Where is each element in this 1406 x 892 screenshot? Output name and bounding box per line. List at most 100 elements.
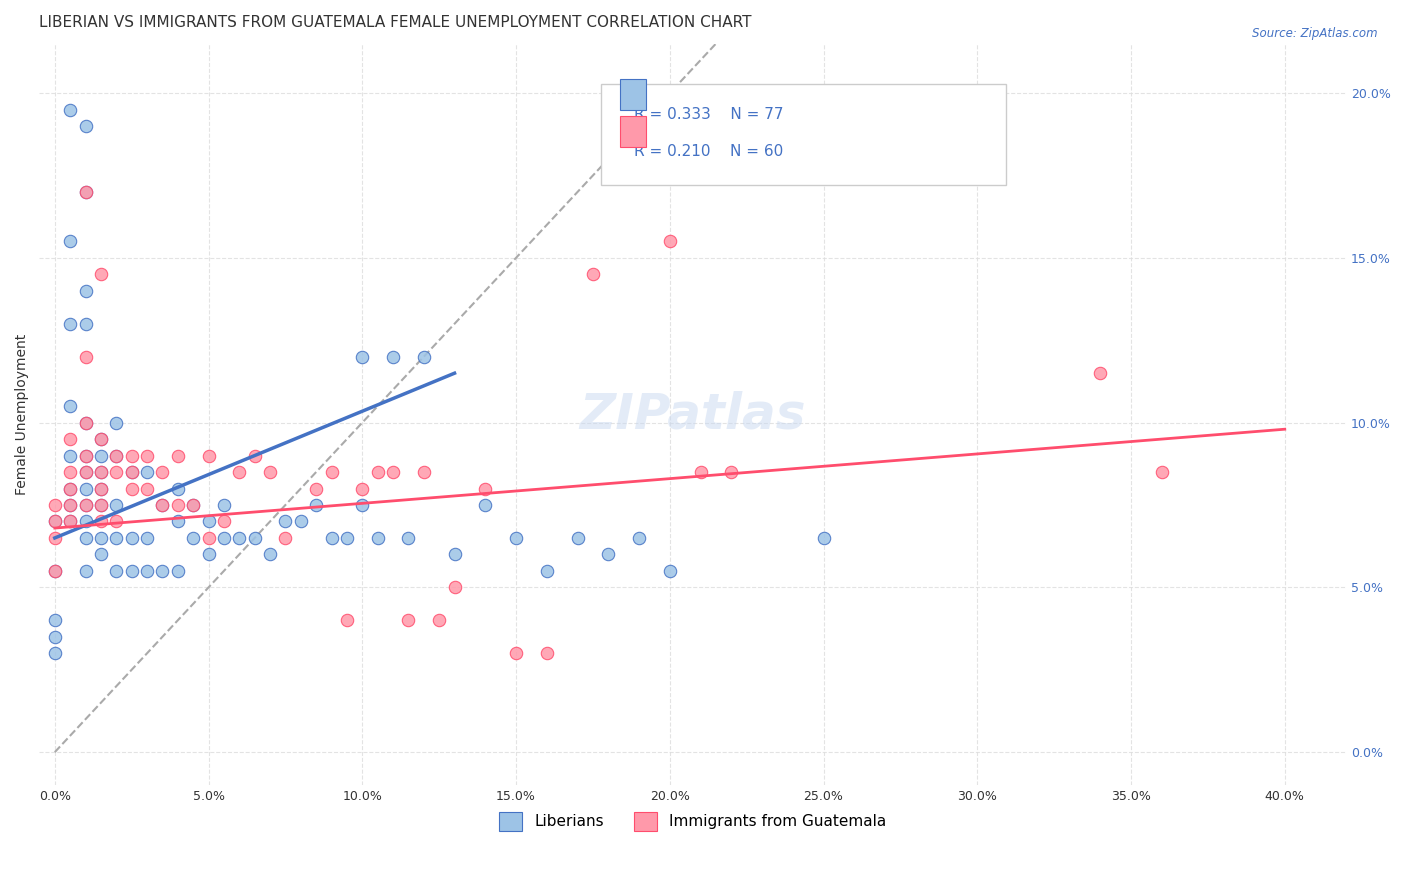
Point — [75, 317, 97, 331]
Point — [90, 465, 112, 479]
Point — [474, 482, 496, 496]
Point — [181, 498, 204, 512]
Point — [90, 482, 112, 496]
Point — [396, 531, 419, 545]
Point — [412, 465, 434, 479]
Point — [121, 482, 143, 496]
Point — [75, 465, 97, 479]
Point — [536, 564, 558, 578]
Point — [75, 284, 97, 298]
Point — [582, 268, 605, 282]
Point — [396, 613, 419, 627]
Point — [90, 449, 112, 463]
Point — [59, 449, 82, 463]
Point — [505, 646, 527, 660]
Point — [352, 482, 374, 496]
Point — [658, 235, 681, 249]
Point — [44, 613, 66, 627]
Point — [75, 185, 97, 199]
Point — [75, 350, 97, 364]
Point — [321, 465, 343, 479]
Point — [382, 465, 405, 479]
Point — [274, 515, 297, 529]
Point — [44, 564, 66, 578]
Y-axis label: Female Unemployment: Female Unemployment — [15, 334, 30, 495]
Text: ZIPatlas: ZIPatlas — [579, 391, 806, 438]
Point — [75, 515, 97, 529]
Point — [136, 465, 159, 479]
Point — [212, 515, 235, 529]
Point — [658, 564, 681, 578]
Point — [90, 432, 112, 446]
Point — [59, 399, 82, 413]
Point — [121, 449, 143, 463]
Point — [505, 531, 527, 545]
Point — [427, 613, 450, 627]
Point — [305, 498, 328, 512]
Point — [75, 498, 97, 512]
Point — [90, 268, 112, 282]
Point — [536, 646, 558, 660]
Point — [44, 498, 66, 512]
Point — [105, 564, 128, 578]
Point — [90, 432, 112, 446]
Point — [689, 465, 711, 479]
Point — [105, 515, 128, 529]
FancyBboxPatch shape — [620, 78, 645, 110]
Point — [166, 515, 188, 529]
Point — [1150, 465, 1173, 479]
Point — [75, 185, 97, 199]
Point — [197, 531, 219, 545]
Point — [121, 564, 143, 578]
Text: R = 0.333    N = 77: R = 0.333 N = 77 — [634, 107, 783, 121]
Point — [136, 564, 159, 578]
Point — [59, 482, 82, 496]
Point — [197, 449, 219, 463]
Point — [75, 498, 97, 512]
Text: R = 0.210    N = 60: R = 0.210 N = 60 — [634, 144, 783, 159]
Point — [59, 515, 82, 529]
Point — [352, 498, 374, 512]
Point — [166, 564, 188, 578]
Point — [166, 482, 188, 496]
Point — [259, 548, 281, 562]
FancyBboxPatch shape — [602, 85, 1007, 185]
Point — [59, 432, 82, 446]
Point — [75, 416, 97, 430]
Point — [59, 498, 82, 512]
Point — [152, 498, 174, 512]
Point — [136, 482, 159, 496]
Point — [305, 482, 328, 496]
Point — [44, 515, 66, 529]
Point — [228, 531, 250, 545]
Point — [567, 531, 589, 545]
Point — [59, 465, 82, 479]
Point — [75, 119, 97, 133]
Point — [90, 515, 112, 529]
Point — [336, 613, 359, 627]
Point — [212, 531, 235, 545]
Point — [105, 498, 128, 512]
Point — [197, 515, 219, 529]
Point — [90, 465, 112, 479]
FancyBboxPatch shape — [620, 116, 645, 146]
Point — [75, 449, 97, 463]
Point — [105, 416, 128, 430]
Point — [598, 548, 620, 562]
Point — [90, 482, 112, 496]
Point — [443, 580, 465, 594]
Point — [59, 515, 82, 529]
Point — [274, 531, 297, 545]
Point — [44, 531, 66, 545]
Point — [290, 515, 312, 529]
Point — [105, 449, 128, 463]
Point — [105, 531, 128, 545]
Point — [75, 465, 97, 479]
Point — [720, 465, 742, 479]
Point — [367, 531, 389, 545]
Point — [367, 465, 389, 479]
Point — [75, 482, 97, 496]
Point — [152, 564, 174, 578]
Point — [474, 498, 496, 512]
Point — [228, 465, 250, 479]
